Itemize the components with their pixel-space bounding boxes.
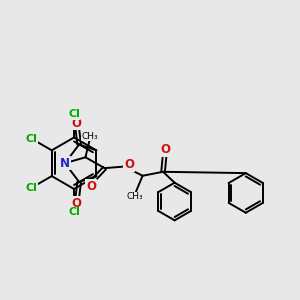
Text: O: O	[72, 117, 82, 130]
Text: Cl: Cl	[68, 109, 80, 119]
Text: CH₃: CH₃	[126, 192, 142, 201]
Text: O: O	[124, 158, 134, 171]
Text: Cl: Cl	[26, 183, 38, 193]
Text: Cl: Cl	[26, 134, 38, 144]
Text: CH₃: CH₃	[81, 132, 98, 141]
Text: O: O	[72, 197, 82, 210]
Text: N: N	[60, 157, 70, 170]
Text: Cl: Cl	[68, 207, 80, 217]
Text: O: O	[160, 143, 170, 156]
Text: O: O	[86, 180, 96, 193]
